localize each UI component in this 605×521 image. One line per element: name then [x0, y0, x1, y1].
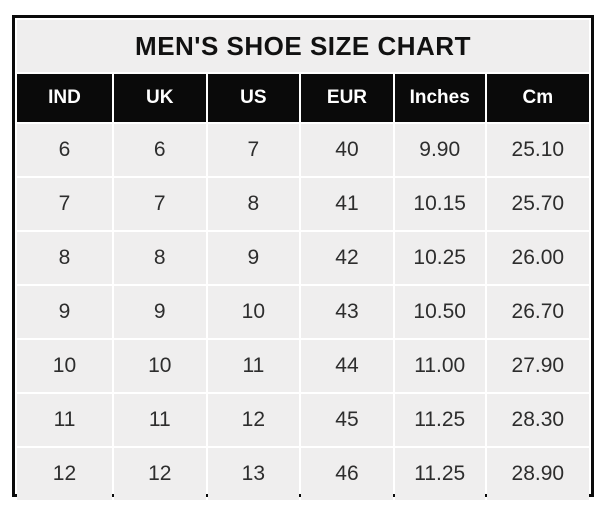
column-header-us: US: [207, 74, 300, 122]
table-row: 10 10 11 44 11.00 27.90: [17, 340, 589, 392]
table-cell: 7: [17, 178, 112, 230]
table-cell: 7: [113, 178, 206, 230]
column-header-ind: IND: [17, 74, 112, 122]
table-cell: 11: [113, 394, 206, 446]
column-header-eur: EUR: [301, 74, 393, 122]
table-cell: 40: [301, 124, 393, 176]
table-cell: 26.70: [486, 286, 589, 338]
table-cell: 10: [113, 340, 206, 392]
table-row: 8 8 9 42 10.25 26.00: [17, 232, 589, 284]
table-cell: 11.00: [394, 340, 485, 392]
table-cell: 11.25: [394, 394, 485, 446]
table-row: 9 9 10 43 10.50 26.70: [17, 286, 589, 338]
table-row: 11 11 12 45 11.25 28.30: [17, 394, 589, 446]
table-cell: 8: [113, 232, 206, 284]
table-cell: 10: [17, 340, 112, 392]
shoe-size-chart: MEN'S SHOE SIZE CHART IND UK US EUR Inch…: [12, 15, 594, 500]
table-cell: 8: [17, 232, 112, 284]
table-cell: 12: [113, 448, 206, 500]
table-cell: 10: [207, 286, 300, 338]
table-cell: 41: [301, 178, 393, 230]
table-cell: 28.30: [486, 394, 589, 446]
table-cell: 10.15: [394, 178, 485, 230]
table-cell: 42: [301, 232, 393, 284]
table-row: 12 12 13 46 11.25 28.90: [17, 448, 589, 500]
table-cell: 12: [17, 448, 112, 500]
table-cell: 6: [17, 124, 112, 176]
table-cell: 25.10: [486, 124, 589, 176]
size-table: MEN'S SHOE SIZE CHART IND UK US EUR Inch…: [15, 18, 591, 502]
header-row: IND UK US EUR Inches Cm: [17, 74, 589, 122]
table-cell: 9.90: [394, 124, 485, 176]
table-cell: 11.25: [394, 448, 485, 500]
table-cell: 26.00: [486, 232, 589, 284]
table-cell: 6: [113, 124, 206, 176]
table-cell: 46: [301, 448, 393, 500]
table-cell: 44: [301, 340, 393, 392]
table-cell: 45: [301, 394, 393, 446]
table-cell: 43: [301, 286, 393, 338]
table-cell: 11: [17, 394, 112, 446]
table-cell: 27.90: [486, 340, 589, 392]
table-cell: 10.25: [394, 232, 485, 284]
table-row: 6 6 7 40 9.90 25.10: [17, 124, 589, 176]
table-cell: 11: [207, 340, 300, 392]
table-cell: 10.50: [394, 286, 485, 338]
table-cell: 12: [207, 394, 300, 446]
table-cell: 13: [207, 448, 300, 500]
table-cell: 9: [113, 286, 206, 338]
table-cell: 7: [207, 124, 300, 176]
table-cell: 8: [207, 178, 300, 230]
table-row: 7 7 8 41 10.15 25.70: [17, 178, 589, 230]
column-header-inches: Inches: [394, 74, 485, 122]
table-cell: 9: [17, 286, 112, 338]
column-header-uk: UK: [113, 74, 206, 122]
chart-title: MEN'S SHOE SIZE CHART: [17, 20, 589, 72]
column-header-cm: Cm: [486, 74, 589, 122]
table-cell: 9: [207, 232, 300, 284]
title-row: MEN'S SHOE SIZE CHART: [17, 20, 589, 72]
table-cell: 25.70: [486, 178, 589, 230]
table-cell: 28.90: [486, 448, 589, 500]
